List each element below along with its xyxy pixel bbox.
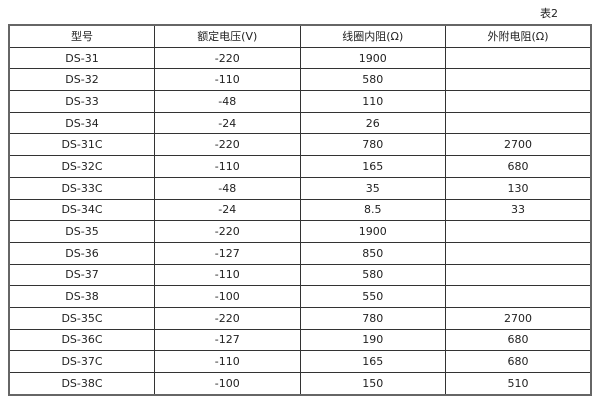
table-cell: -220 — [154, 133, 301, 157]
table-cell: -110 — [154, 155, 301, 178]
table-cell: -48 — [154, 90, 301, 113]
table-cell: 1900 — [299, 220, 446, 243]
table-row: DS-32C -110 165 680 — [8, 155, 592, 178]
table-cell: 130 — [445, 176, 592, 200]
table-cell: -100 — [154, 285, 301, 308]
table-row: DS-34C -24 8.5 33 — [8, 198, 592, 222]
table-cell — [445, 46, 592, 70]
table-cell: DS-32C — [8, 155, 155, 178]
table-cell: 26 — [299, 111, 446, 135]
table-cell: DS-38C — [8, 371, 155, 396]
table-cell: 150 — [299, 371, 446, 396]
table-cell: DS-35C — [8, 306, 155, 330]
table-cell: 680 — [445, 328, 592, 352]
table-cell: 680 — [445, 350, 592, 373]
table-cell — [445, 285, 592, 308]
table-row: DS-37 -110 580 — [8, 263, 592, 287]
table-row: DS-32 -110 580 — [8, 68, 592, 92]
table-cell: -220 — [154, 220, 301, 243]
column-header: 线圈内阻(Ω) — [299, 24, 446, 48]
table-cell: 550 — [299, 285, 446, 308]
table-cell: -24 — [154, 198, 301, 222]
table-cell: 165 — [299, 155, 446, 178]
table-cell: DS-37 — [8, 263, 155, 287]
table-cell — [445, 111, 592, 135]
table-cell: DS-35 — [8, 220, 155, 243]
table-cell: 850 — [299, 241, 446, 265]
column-header: 型号 — [8, 24, 155, 48]
relay-spec-table: 型号 额定电压(V) 线圈内阻(Ω) 外附电阻(Ω) DS-31 -220 1900 DS-… — [8, 24, 592, 396]
table-row: DS-33 -48 110 — [8, 90, 592, 113]
table-cell: 2700 — [445, 133, 592, 157]
table-cell: -110 — [154, 68, 301, 92]
table-row: DS-37C -110 165 680 — [8, 350, 592, 373]
table-cell: DS-33C — [8, 176, 155, 200]
table-cell: 680 — [445, 155, 592, 178]
table-cell: DS-38 — [8, 285, 155, 308]
table-cell: DS-31C — [8, 133, 155, 157]
table-row: DS-36 -127 850 — [8, 241, 592, 265]
table-cell: -220 — [154, 306, 301, 330]
table-cell: -110 — [154, 350, 301, 373]
table-row: DS-35 -220 1900 — [8, 220, 592, 243]
table-cell: -220 — [154, 46, 301, 70]
table-cell: 110 — [299, 90, 446, 113]
table-cell: DS-34C — [8, 198, 155, 222]
column-header: 额定电压(V) — [154, 24, 301, 48]
table-cell: 780 — [299, 306, 446, 330]
table-cell: 1900 — [299, 46, 446, 70]
table-cell — [445, 220, 592, 243]
table-cell: -110 — [154, 263, 301, 287]
table-cell: DS-37C — [8, 350, 155, 373]
table-cell: -48 — [154, 176, 301, 200]
table-row: DS-33C -48 35 130 — [8, 176, 592, 200]
table-header-row: 型号 额定电压(V) 线圈内阻(Ω) 外附电阻(Ω) — [8, 24, 592, 48]
table-row: DS-38 -100 550 — [8, 285, 592, 308]
table-cell: DS-31 — [8, 46, 155, 70]
table-cell: 580 — [299, 263, 446, 287]
column-header: 外附电阻(Ω) — [445, 24, 592, 48]
table-cell: 33 — [445, 198, 592, 222]
table-row: DS-34 -24 26 — [8, 111, 592, 135]
table-cell: -127 — [154, 328, 301, 352]
table-row: DS-31 -220 1900 — [8, 46, 592, 70]
table-cell: -24 — [154, 111, 301, 135]
table-cell: DS-36C — [8, 328, 155, 352]
table-row: DS-36C -127 190 680 — [8, 328, 592, 352]
table-cell — [445, 241, 592, 265]
table-cell: 35 — [299, 176, 446, 200]
table-cell: DS-32 — [8, 68, 155, 92]
table-cell: 2700 — [445, 306, 592, 330]
table-row: DS-31C -220 780 2700 — [8, 133, 592, 157]
table-cell: DS-34 — [8, 111, 155, 135]
table-cell — [445, 263, 592, 287]
table-cell: 780 — [299, 133, 446, 157]
table-cell: 510 — [445, 371, 592, 396]
table-cell: 165 — [299, 350, 446, 373]
table-cell: 190 — [299, 328, 446, 352]
table-cell: DS-33 — [8, 90, 155, 113]
table-cell: -100 — [154, 371, 301, 396]
table-cell: 8.5 — [299, 198, 446, 222]
table-cell: DS-36 — [8, 241, 155, 265]
table-cell — [445, 90, 592, 113]
table-cell — [445, 68, 592, 92]
table-caption: 表2 — [540, 7, 558, 20]
table-cell: 580 — [299, 68, 446, 92]
table-cell: -127 — [154, 241, 301, 265]
table-row: DS-35C -220 780 2700 — [8, 306, 592, 330]
table-row: DS-38C -100 150 510 — [8, 371, 592, 396]
